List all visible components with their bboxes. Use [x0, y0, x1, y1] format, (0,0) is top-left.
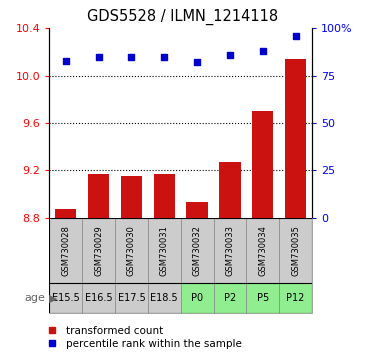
- Text: E18.5: E18.5: [150, 293, 178, 303]
- Bar: [214, 218, 246, 283]
- Text: P2: P2: [224, 293, 236, 303]
- Text: ▶: ▶: [49, 293, 57, 303]
- Bar: [252, 111, 273, 218]
- Point: [128, 54, 134, 59]
- Text: GSM730029: GSM730029: [94, 225, 103, 276]
- Text: GSM730028: GSM730028: [61, 225, 70, 276]
- Point: [194, 59, 200, 65]
- Text: E15.5: E15.5: [52, 293, 80, 303]
- Bar: [88, 174, 109, 218]
- Bar: [246, 283, 279, 313]
- Text: GDS5528 / ILMN_1214118: GDS5528 / ILMN_1214118: [87, 9, 278, 25]
- Text: GSM730032: GSM730032: [193, 225, 201, 276]
- Point: [96, 54, 101, 59]
- Text: GSM730035: GSM730035: [291, 225, 300, 276]
- Bar: [115, 218, 148, 283]
- Bar: [55, 210, 76, 218]
- Point: [63, 58, 69, 63]
- Text: P12: P12: [287, 293, 305, 303]
- Text: GSM730033: GSM730033: [226, 225, 234, 276]
- Text: P0: P0: [191, 293, 203, 303]
- Point: [161, 54, 167, 59]
- Bar: [279, 283, 312, 313]
- Bar: [279, 218, 312, 283]
- Text: GSM730034: GSM730034: [258, 225, 267, 276]
- Bar: [181, 218, 214, 283]
- Bar: [82, 283, 115, 313]
- Bar: [115, 283, 148, 313]
- Bar: [82, 218, 115, 283]
- Text: P5: P5: [257, 293, 269, 303]
- Bar: [181, 283, 214, 313]
- Point: [260, 48, 266, 54]
- Point: [227, 52, 233, 58]
- Bar: [214, 283, 246, 313]
- Bar: [49, 218, 82, 283]
- Bar: [187, 202, 208, 218]
- Text: E17.5: E17.5: [118, 293, 145, 303]
- Text: E16.5: E16.5: [85, 293, 112, 303]
- Bar: [154, 174, 175, 218]
- Bar: [219, 162, 241, 218]
- Text: GSM730031: GSM730031: [160, 225, 169, 276]
- Point: [293, 33, 299, 39]
- Legend: transformed count, percentile rank within the sample: transformed count, percentile rank withi…: [47, 326, 242, 349]
- Bar: [49, 283, 82, 313]
- Bar: [121, 176, 142, 218]
- Bar: [148, 218, 181, 283]
- Bar: [285, 59, 306, 218]
- Bar: [148, 283, 181, 313]
- Text: GSM730030: GSM730030: [127, 225, 136, 276]
- Bar: [246, 218, 279, 283]
- Text: age: age: [25, 293, 46, 303]
